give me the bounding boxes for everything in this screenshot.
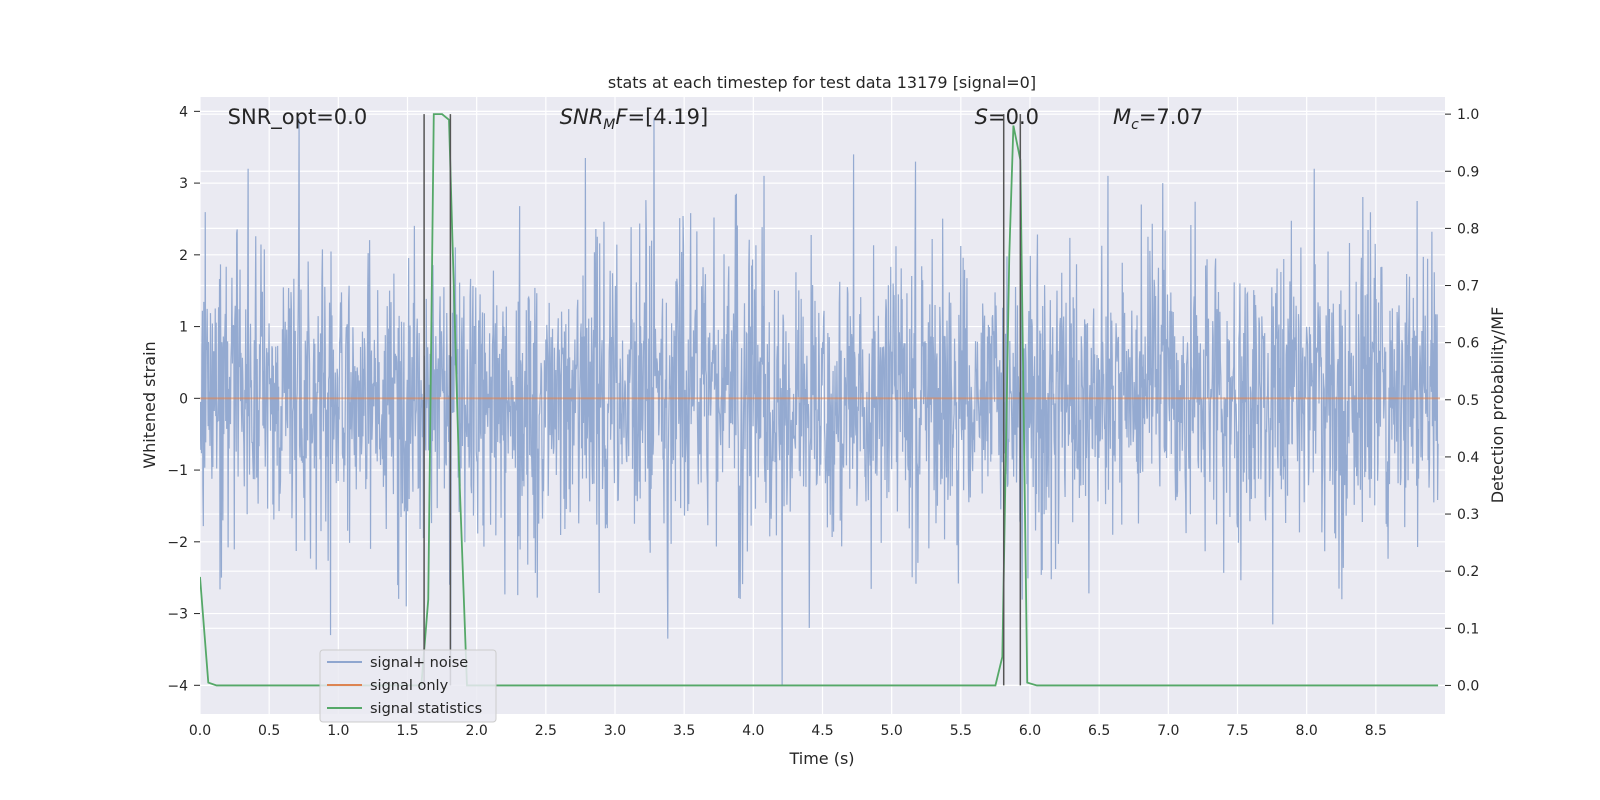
legend-label-signal-noise: signal+ noise (370, 655, 468, 671)
x-tick-label: 8.0 (1296, 723, 1318, 739)
x-tick-label: 3.5 (673, 723, 695, 739)
annotation-mc-val: Mc=7.07 (1113, 105, 1203, 133)
annotation-s-val: S=0.0 (975, 105, 1039, 129)
y-tick-label: 0 (179, 391, 188, 407)
series-line-signal-noise (200, 118, 1439, 686)
y2-tick-label: 0.0 (1457, 678, 1479, 694)
y2-tick-label: 0.6 (1457, 336, 1479, 352)
x-tick-label: 7.0 (1157, 723, 1179, 739)
y2-tick-label: 0.9 (1457, 164, 1479, 180)
ticks: 0.0 0.5 1.0 1.5 2.0 2.5 3.0 3.5 4.0 4.5 5.0 5.5 6.0 6… (167, 104, 1479, 739)
annotation-snr-opt: SNR_opt=0.0 (228, 105, 368, 130)
vertical-markers (423, 114, 1022, 686)
x-axis-label: Time (s) (788, 749, 854, 768)
grid (199, 97, 1445, 714)
x-tick-label: 2.5 (535, 723, 557, 739)
y2-tick-label: 0.8 (1457, 221, 1479, 237)
y2-axis-label: Detection probability/MF (1488, 307, 1507, 504)
x-tick-label: 1.5 (396, 723, 418, 739)
x-tick-label: 6.5 (1088, 723, 1110, 739)
x-tick-label: 8.5 (1365, 723, 1387, 739)
y-tick-label: −4 (167, 678, 188, 694)
annotation-snr-mf: SNRMF=[4.19] (560, 105, 709, 133)
y2-tick-label: 0.4 (1457, 450, 1479, 466)
x-tick-label: 1.0 (327, 723, 349, 739)
x-tick-label: 6.0 (1019, 723, 1041, 739)
y-axis-label: Whitened strain (140, 341, 159, 468)
legend-label-signal-statistics: signal statistics (370, 701, 482, 717)
x-tick-label: 2.0 (466, 723, 488, 739)
x-tick-label: 0.5 (258, 723, 280, 739)
x-tick-label: 4.0 (742, 723, 764, 739)
y-tick-label: 1 (179, 320, 188, 336)
x-tick-label: 5.5 (950, 723, 972, 739)
x-tick-label: 3.0 (604, 723, 626, 739)
y2-tick-label: 0.3 (1457, 507, 1479, 523)
annotations: SNR_opt=0.0 SNRMF=[4.19] S=0.0 Mc=7.07 (228, 105, 1204, 133)
y-tick-label: −1 (167, 463, 188, 479)
x-tick-label: 0.0 (189, 723, 211, 739)
x-tick-label: 4.5 (811, 723, 833, 739)
y-tick-label: −2 (167, 535, 188, 551)
x-tick-label: 5.0 (881, 723, 903, 739)
legend: signal+ noise signal only signal statist… (319, 649, 497, 723)
y-tick-label: 3 (179, 176, 188, 192)
y-tick-label: −3 (167, 607, 188, 623)
y2-tick-label: 0.5 (1457, 393, 1479, 409)
y2-tick-label: 0.7 (1457, 279, 1479, 295)
y2-tick-label: 0.2 (1457, 564, 1479, 580)
y-tick-label: 2 (179, 248, 188, 264)
legend-box (319, 649, 497, 723)
x-tick-label: 7.5 (1226, 723, 1248, 739)
legend-label-signal-only: signal only (370, 678, 449, 694)
chart-title: stats at each timestep for test data 131… (608, 73, 1036, 92)
y2-tick-label: 0.1 (1457, 621, 1479, 637)
y-tick-label: 4 (179, 104, 188, 120)
y2-tick-label: 1.0 (1457, 107, 1479, 123)
